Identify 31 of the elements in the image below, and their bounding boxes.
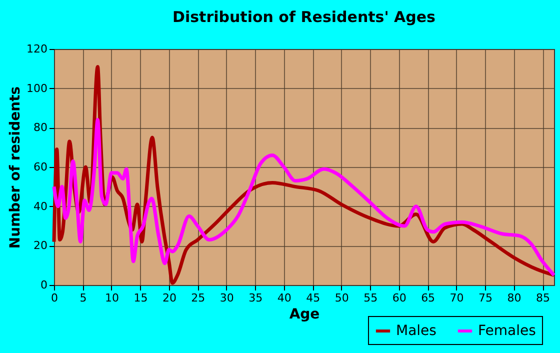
- y-tick-label: 20: [34, 239, 48, 252]
- x-tick-label: 85: [536, 292, 550, 304]
- y-tick-label: 0: [40, 278, 48, 292]
- x-tick-label: 40: [277, 292, 292, 304]
- y-tick-label: 80: [34, 121, 48, 134]
- x-tick-label: 60: [392, 292, 406, 304]
- y-axis-title: Number of residents: [8, 86, 24, 249]
- x-tick-label: 75: [478, 292, 493, 304]
- x-tick-label: 10: [104, 292, 119, 304]
- x-tick-label: 80: [507, 292, 522, 304]
- x-tick-label: 15: [134, 292, 148, 304]
- x-tick-label: 45: [306, 292, 320, 304]
- x-tick-label: 70: [450, 292, 464, 304]
- chart-title: Distribution of Residents' Ages: [172, 8, 436, 26]
- x-axis-title: Age: [289, 306, 320, 322]
- x-tick-label: 35: [248, 292, 263, 304]
- legend-label: Females: [478, 323, 536, 339]
- x-tick-label: 0: [51, 292, 58, 304]
- legend-label: Males: [396, 323, 436, 339]
- y-tick-label: 40: [34, 200, 48, 213]
- x-tick-label: 20: [162, 292, 176, 304]
- y-tick-label: 100: [26, 82, 48, 95]
- y-tick-label: 60: [34, 160, 48, 174]
- x-tick-label: 30: [220, 292, 234, 304]
- x-tick-label: 65: [421, 292, 436, 304]
- y-tick-label: 120: [26, 42, 48, 56]
- x-tick-label: 5: [80, 292, 87, 304]
- x-tick-label: 25: [191, 292, 206, 304]
- x-tick-label: 50: [334, 292, 349, 304]
- x-tick-label: 55: [364, 292, 378, 304]
- line-series: [52, 118, 556, 277]
